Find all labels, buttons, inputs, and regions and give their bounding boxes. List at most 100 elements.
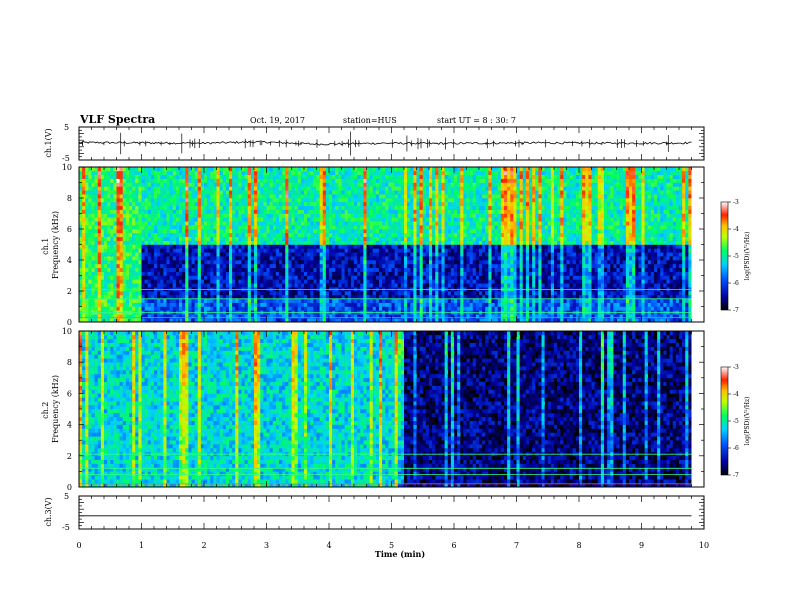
spectrogram-cell (304, 213, 308, 218)
spectrogram-cell (413, 271, 417, 276)
spectrogram-cell (247, 209, 252, 214)
spectrogram-cell (113, 244, 117, 249)
spectrogram-cell (319, 283, 324, 288)
spectrogram-cell (310, 236, 314, 241)
spectrogram-cell (254, 229, 258, 234)
spectrogram-cell (263, 217, 267, 222)
spectrogram-cell (204, 198, 208, 203)
spectrogram-cell (435, 302, 439, 307)
spectrogram-cell (207, 240, 211, 245)
spectrogram-cell (100, 248, 105, 253)
spectrogram-cell (97, 232, 102, 238)
spectrogram-cell (304, 260, 308, 265)
spectrogram-cell (172, 178, 177, 183)
spectrogram-cell (347, 174, 352, 179)
spectrogram-cell (266, 240, 270, 245)
spectrogram-cell (107, 306, 111, 311)
spectrogram-cell (313, 236, 317, 241)
spectrogram-cell (144, 260, 149, 265)
spectrogram-cell (369, 232, 374, 238)
spectrogram-cell (235, 294, 239, 300)
spectrogram-cell (154, 232, 158, 238)
spectrogram-cell (113, 283, 117, 288)
spectrogram-cell (247, 248, 252, 253)
spectrogram-cell (429, 318, 433, 323)
spectrogram-cell (391, 217, 395, 222)
spectrogram-cell (322, 178, 327, 183)
spectrogram-cell (129, 225, 133, 230)
spectrogram-cell (113, 291, 117, 296)
spectrogram-cell (275, 190, 280, 195)
spectrogram-cell (79, 209, 83, 214)
spectrogram-cell (82, 190, 86, 195)
spectrogram-cell (125, 221, 130, 226)
spectrogram-cell (291, 201, 295, 207)
spectrogram-cell (179, 267, 183, 272)
spectrogram-cell (254, 194, 258, 199)
spectrogram-cell (394, 306, 399, 311)
spectrogram-cell (354, 167, 358, 172)
spectrogram-cell (388, 294, 392, 300)
spectrogram-cell (188, 229, 192, 234)
spectrogram-cell (441, 256, 445, 261)
spectrogram-cell (347, 194, 352, 199)
spectrogram-cell (322, 279, 327, 284)
spectrogram-cell (294, 170, 299, 176)
spectrogram-cell (175, 229, 180, 234)
spectrogram-cell (250, 318, 255, 323)
spectrogram-cell (400, 267, 405, 272)
spectrogram-cell (372, 229, 377, 234)
spectrogram-cell (391, 178, 395, 183)
spectrogram-cell (413, 283, 417, 288)
spectrogram-cell (147, 186, 152, 191)
spectrogram-cell (116, 275, 120, 280)
spectrogram-cell (257, 225, 261, 230)
spectrogram-cell (432, 263, 436, 269)
spectrogram-cell (329, 190, 333, 195)
spectrogram-cell (147, 174, 152, 179)
spectrogram-cell (94, 291, 99, 296)
spectrogram-cell (222, 217, 227, 222)
spectrogram-cell (225, 190, 230, 195)
spectrogram-cell (307, 244, 311, 249)
spectrogram-cell (188, 291, 192, 296)
spectrogram-cell (132, 248, 136, 253)
spectrogram-cell (260, 236, 264, 241)
spectrogram-cell (304, 256, 308, 261)
spectrogram-cell (404, 256, 408, 261)
spectrogram-cell (385, 275, 389, 280)
spectrogram-cell (404, 232, 408, 238)
spectrogram-cell (313, 232, 317, 238)
spectrogram-cell (416, 294, 420, 300)
spectrogram-cell (191, 291, 195, 296)
spectrogram-cell (350, 240, 355, 245)
spectrogram-cell (407, 225, 411, 230)
spectrogram-cell (313, 275, 317, 280)
spectrogram-cell (204, 236, 208, 241)
spectrogram-cell (354, 283, 358, 288)
spectrogram-cell (229, 271, 233, 276)
spectrogram-cell (260, 174, 264, 179)
spectrogram-cell (350, 283, 355, 288)
spectrogram-cell (372, 182, 377, 187)
spectrogram-cell (160, 221, 164, 226)
spectrogram-cell (104, 225, 108, 230)
spectrogram-cell (82, 198, 86, 203)
spectrogram-cell (210, 248, 214, 253)
spectrogram-cell (222, 267, 227, 272)
spectrogram-cell (435, 236, 439, 241)
spectrogram-cell (329, 201, 333, 207)
spectrogram-cell (372, 244, 377, 249)
spectrogram-cell (363, 306, 367, 311)
spectrogram-cell (310, 248, 314, 253)
spectrogram-cell (279, 256, 283, 261)
spectrogram-cell (157, 291, 161, 296)
spectrogram-cell (116, 279, 120, 284)
spectrogram-cell (232, 260, 236, 265)
spectrogram-cell (241, 186, 245, 191)
spectrogram-cell (369, 263, 374, 269)
spectrogram-cell (210, 201, 214, 207)
spectrogram-cell (147, 252, 152, 257)
spectrogram-cell (213, 271, 217, 276)
spectrogram-cell (369, 194, 374, 199)
